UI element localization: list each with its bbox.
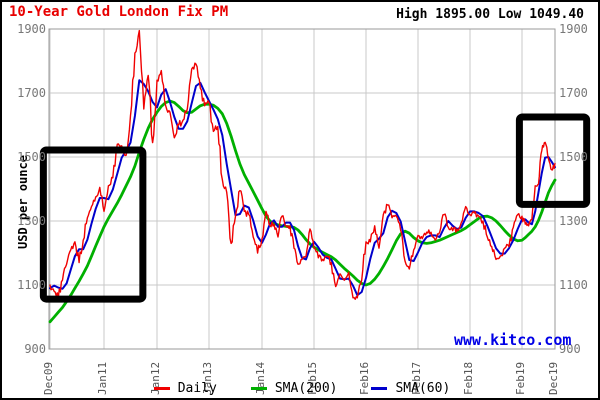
kitco-watermark-link[interactable]: www.kitco.com	[454, 331, 572, 349]
y-tick-right: 1300	[559, 214, 588, 228]
legend-swatch-icon	[371, 387, 388, 390]
chart-title: 10-Year Gold London Fix PM	[9, 4, 229, 20]
legend-item-daily: Daily	[153, 381, 217, 396]
series-sma-60-	[49, 79, 556, 297]
legend-item-sma-60-: SMA(60)	[371, 381, 450, 396]
legend-swatch-icon	[250, 387, 267, 390]
legend-label: SMA(60)	[395, 381, 451, 396]
chart-legend: Daily SMA(200) SMA(60)	[49, 381, 555, 396]
series-sma-200-	[48, 99, 557, 324]
y-tick-right: 1700	[559, 86, 588, 100]
y-tick-left: 1100	[17, 278, 46, 292]
series-daily	[49, 29, 556, 300]
y-tick-right: 1900	[559, 22, 588, 36]
high-low-readout: High 1895.00 Low 1049.40	[396, 7, 584, 22]
legend-item-sma-200-: SMA(200)	[250, 381, 338, 396]
highlight-early-rally-box	[39, 146, 147, 303]
legend-swatch-icon	[153, 387, 170, 390]
y-tick-left: 900	[24, 342, 46, 356]
y-tick-right: 900	[559, 342, 581, 356]
y-tick-left: 1900	[17, 22, 46, 36]
y-tick-left: 1300	[17, 214, 46, 228]
y-tick-right: 1100	[559, 278, 588, 292]
legend-label: Daily	[177, 381, 217, 396]
legend-label: SMA(200)	[274, 381, 338, 396]
plot-border	[48, 28, 556, 350]
y-tick-left: 1700	[17, 86, 46, 100]
y-tick-right: 1500	[559, 150, 588, 164]
y-tick-left: 1500	[17, 150, 46, 164]
highlight-2019-rally-box	[515, 113, 591, 208]
